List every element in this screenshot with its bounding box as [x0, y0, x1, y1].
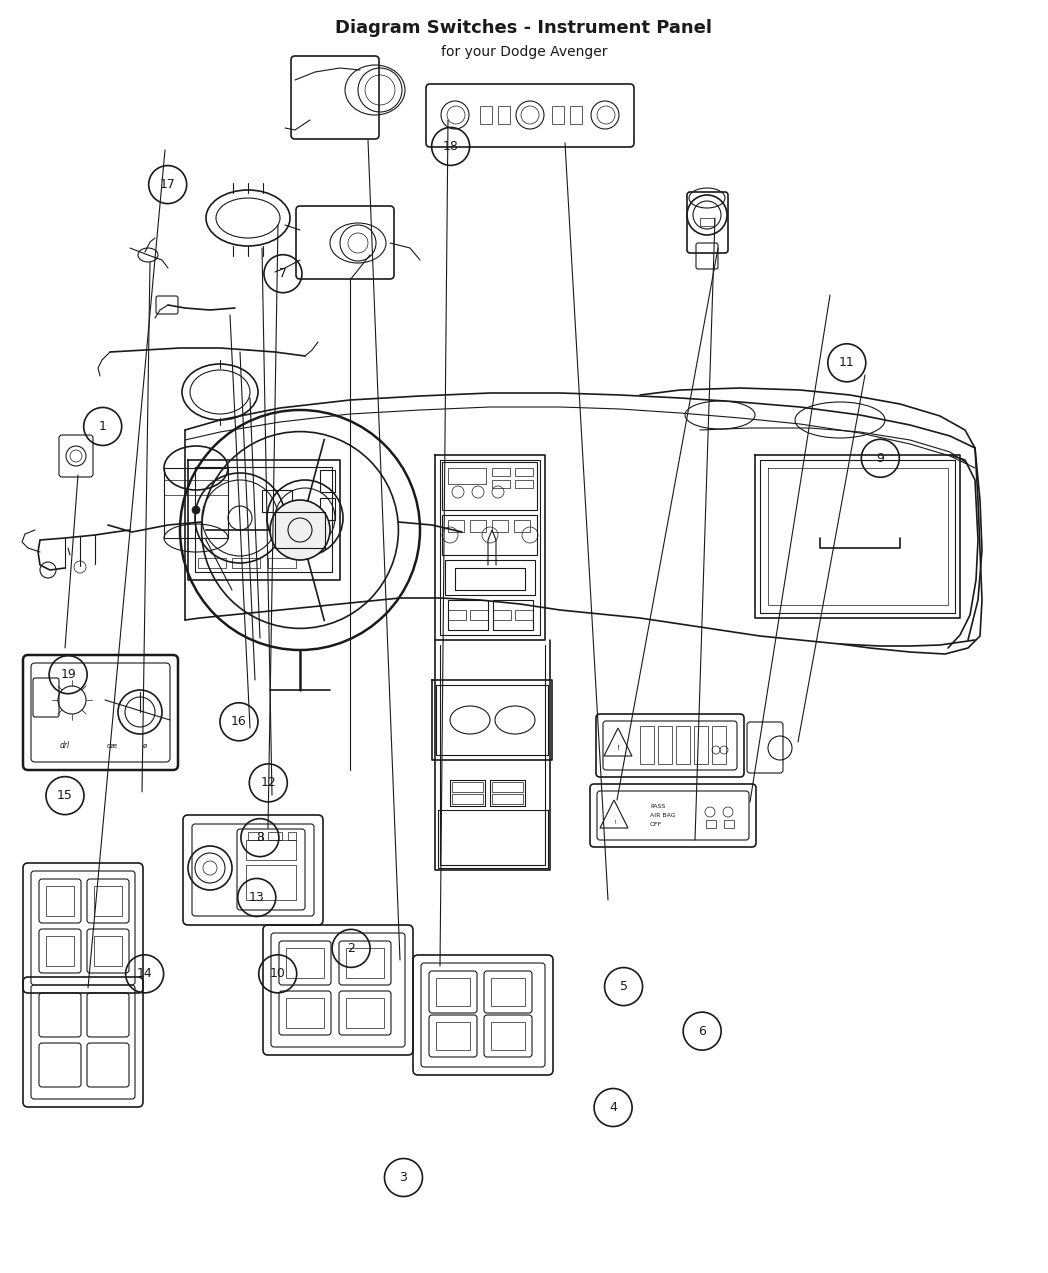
Bar: [492, 519, 508, 532]
Bar: [514, 519, 530, 532]
Text: 11: 11: [838, 356, 855, 369]
Bar: [493, 610, 511, 620]
Bar: [700, 218, 714, 227]
Bar: [163, 468, 228, 538]
Bar: [492, 468, 510, 476]
Text: !: !: [613, 820, 615, 825]
Text: !: !: [616, 745, 619, 751]
Bar: [445, 560, 534, 594]
Text: 6: 6: [698, 1025, 706, 1037]
Bar: [712, 726, 726, 764]
Bar: [262, 490, 292, 512]
Text: 8: 8: [256, 831, 264, 844]
Bar: [498, 106, 510, 123]
Bar: [346, 948, 384, 978]
Bar: [492, 480, 510, 488]
Bar: [286, 998, 324, 1029]
Bar: [515, 610, 533, 620]
Circle shape: [270, 500, 330, 560]
Bar: [246, 864, 296, 900]
Bar: [447, 600, 488, 630]
Circle shape: [192, 505, 200, 514]
Text: OFF: OFF: [650, 822, 662, 827]
Bar: [452, 782, 483, 792]
Bar: [94, 936, 122, 966]
Bar: [447, 610, 466, 620]
Bar: [320, 470, 335, 491]
Text: for your Dodge Avenger: for your Dodge Avenger: [441, 45, 607, 59]
Bar: [346, 998, 384, 1029]
Bar: [724, 820, 734, 827]
Text: 10: 10: [269, 967, 286, 980]
Text: 19: 19: [60, 668, 77, 681]
Bar: [470, 610, 488, 620]
Text: 3: 3: [399, 1171, 408, 1184]
Text: 14: 14: [136, 967, 153, 980]
Bar: [493, 600, 533, 630]
Text: 1: 1: [99, 420, 107, 433]
Bar: [480, 106, 492, 123]
Bar: [268, 558, 296, 568]
Bar: [492, 782, 523, 792]
Bar: [676, 726, 690, 764]
Text: drl: drl: [60, 741, 70, 750]
Bar: [492, 794, 523, 805]
Text: 4: 4: [609, 1101, 617, 1114]
Bar: [288, 833, 296, 840]
Bar: [490, 780, 525, 806]
Bar: [492, 978, 525, 1006]
Bar: [570, 106, 582, 123]
Text: 2: 2: [347, 942, 355, 955]
Bar: [232, 558, 260, 568]
Bar: [450, 780, 485, 806]
Text: 7: 7: [279, 267, 287, 280]
Bar: [470, 519, 486, 532]
Text: PASS: PASS: [650, 805, 665, 810]
Text: 13: 13: [248, 891, 265, 904]
Bar: [552, 106, 564, 123]
Bar: [658, 726, 672, 764]
Bar: [246, 840, 296, 861]
Bar: [286, 948, 324, 978]
Bar: [515, 480, 533, 488]
Bar: [94, 886, 122, 917]
Bar: [694, 726, 708, 764]
Bar: [46, 936, 74, 966]
Bar: [442, 462, 537, 510]
Bar: [442, 516, 537, 555]
Bar: [320, 498, 335, 519]
Bar: [447, 468, 486, 484]
Text: 17: 17: [159, 178, 176, 191]
Bar: [46, 886, 74, 917]
Bar: [436, 1022, 470, 1050]
Bar: [268, 833, 282, 840]
Text: AIR BAG: AIR BAG: [650, 813, 676, 819]
Text: 18: 18: [442, 140, 459, 153]
Bar: [706, 820, 716, 827]
Text: 12: 12: [260, 777, 277, 789]
Bar: [248, 833, 262, 840]
Bar: [515, 468, 533, 476]
Bar: [492, 1022, 525, 1050]
Text: 9: 9: [876, 452, 885, 465]
Text: ø: ø: [143, 743, 147, 749]
Bar: [447, 519, 464, 532]
Text: dæ: dæ: [107, 743, 117, 749]
Bar: [452, 794, 483, 805]
Text: Diagram Switches - Instrument Panel: Diagram Switches - Instrument Panel: [335, 19, 713, 37]
Text: 5: 5: [619, 980, 628, 993]
Bar: [640, 726, 654, 764]
Text: 15: 15: [57, 789, 73, 802]
Bar: [198, 558, 226, 568]
Text: 16: 16: [231, 715, 247, 728]
Bar: [436, 978, 470, 1006]
